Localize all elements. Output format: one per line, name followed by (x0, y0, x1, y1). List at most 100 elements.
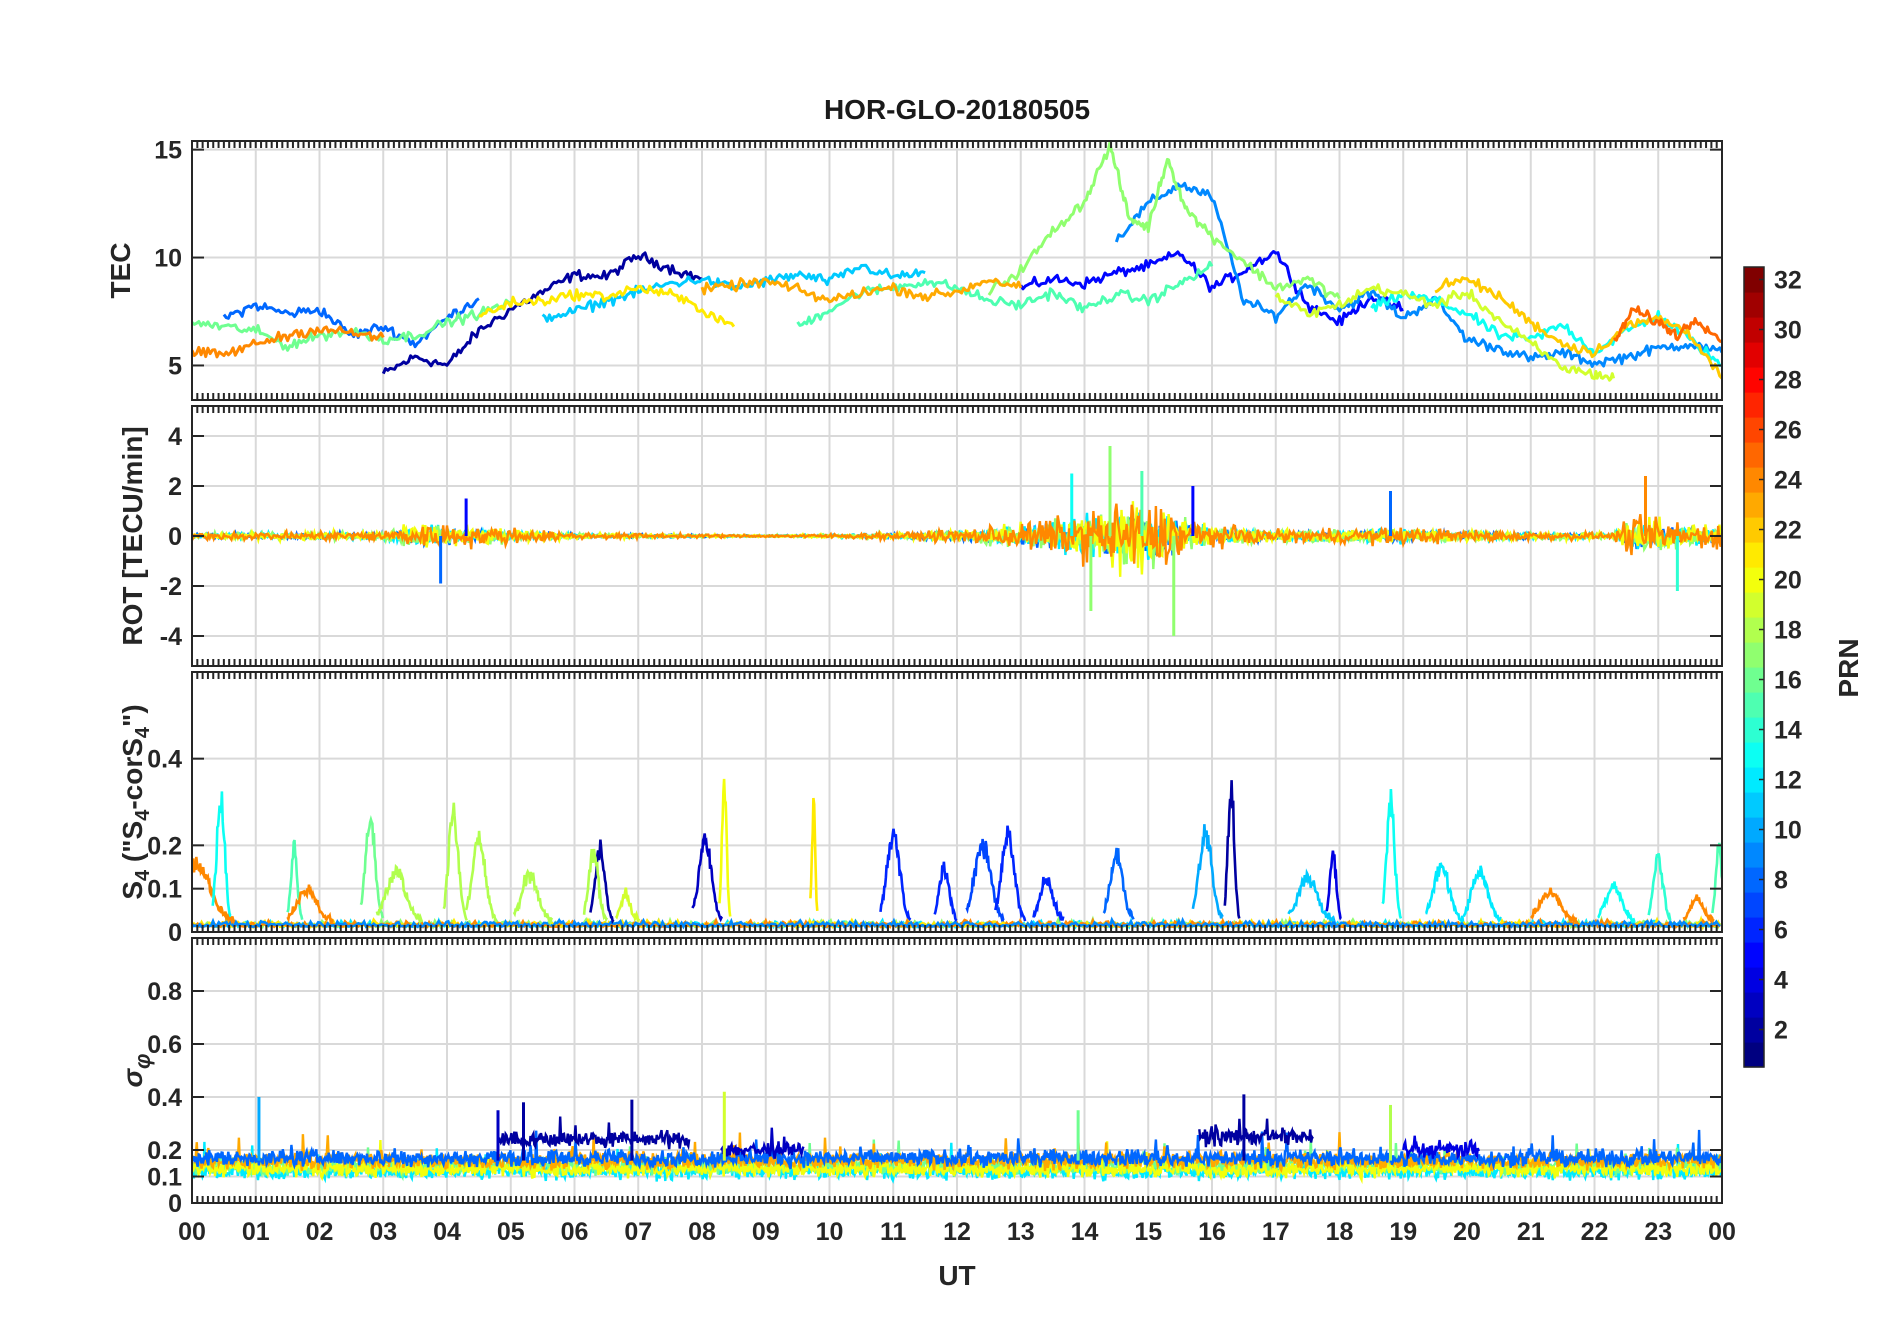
s4-peak-prn-15 (1711, 842, 1722, 914)
tec-trace-prn-15 (796, 260, 1214, 327)
s4-peak-prn-18 (375, 863, 424, 926)
colorbar-tick-label: 22 (1774, 517, 1802, 545)
s4-peak-prn-6 (879, 828, 912, 922)
colorbar-segment (1744, 642, 1764, 668)
y-tick-label: 0 (168, 523, 182, 551)
colorbar-segment (1744, 967, 1764, 993)
plot-area-sigma_phi (192, 1091, 1722, 1185)
x-tick-label: 10 (816, 1218, 844, 1246)
colorbar-segment (1744, 1042, 1764, 1068)
x-tick-label: 16 (1198, 1218, 1226, 1246)
colorbar-segment (1744, 1017, 1764, 1043)
x-tick-label: 04 (433, 1218, 461, 1246)
x-tick-label: 12 (943, 1218, 971, 1246)
x-tick-label: 01 (242, 1218, 270, 1246)
colorbar-segment (1744, 392, 1764, 418)
s4-peak-prn-12 (1425, 862, 1465, 923)
colorbar-segment (1744, 817, 1764, 843)
rot-trace-prn-24 (192, 503, 1722, 567)
colorbar-segment (1744, 892, 1764, 918)
s4-peak-prn-8 (1102, 847, 1135, 920)
colorbar-tick-label: 24 (1774, 467, 1802, 495)
s4-peak-prn-6 (933, 861, 958, 922)
tec-trace-prn-17 (987, 141, 1341, 300)
x-tick-label: 07 (624, 1218, 652, 1246)
colorbar-tick-label: 8 (1774, 867, 1788, 895)
panel-tec: 5 10 15 TEC (105, 137, 1723, 401)
x-tick-label: 11 (880, 1218, 907, 1246)
s4-peak-prn-4 (1325, 850, 1342, 920)
colorbar-tick-label: 2 (1774, 1017, 1788, 1045)
s4-peak-prn-3 (691, 833, 724, 923)
colorbar-segment (1744, 842, 1764, 868)
s4-peak-prn-24 (286, 884, 335, 924)
colorbar-segment (1744, 467, 1764, 493)
colorbar-segment (1744, 667, 1764, 693)
s4-peak-prn-24 (1530, 887, 1578, 927)
x-tick-label: 19 (1389, 1218, 1417, 1246)
s4-peak-prn-11 (1287, 868, 1335, 922)
y-tick-label: 5 (168, 352, 182, 380)
sigma-trace-prn-2 (1198, 1118, 1315, 1148)
x-tick-label: 02 (306, 1218, 334, 1246)
s4-peak-prn-21 (809, 797, 819, 912)
sigma-trace-prn-2 (496, 1116, 691, 1151)
colorbar-segment (1744, 592, 1764, 618)
y-tick-label: 0.2 (147, 1137, 182, 1165)
s4-peak-prn-24 (1682, 894, 1715, 924)
colorbar-tick-label: 32 (1774, 267, 1802, 295)
s4-peak-prn-6 (1032, 876, 1065, 922)
sigma-trace-prn-4 (1402, 1135, 1480, 1161)
s4-peak-prn-6 (994, 825, 1027, 922)
panel-s4: 0 0.1 0.2 0.4S4 ("S4-corS4") (117, 671, 1723, 947)
s4-peak-prn-18 (512, 868, 554, 926)
colorbar-segment (1744, 367, 1764, 393)
s4-peak-prn-13 (211, 791, 232, 918)
s4-peak-prn-14 (1647, 853, 1672, 922)
colorbar-segment (1744, 542, 1764, 568)
chart-title: HOR-GLO-20180505 (824, 94, 1090, 125)
s4-peak-prn-19 (614, 887, 641, 923)
sigma-trace-prn-3 (720, 1127, 805, 1159)
colorbar-segment (1744, 567, 1764, 593)
colorbar-tick-label: 30 (1774, 317, 1802, 345)
colorbar-segment (1744, 317, 1764, 343)
colorbar-tick-label: 10 (1774, 817, 1802, 845)
x-tick-label: 17 (1262, 1218, 1290, 1246)
plot-area-tec (192, 141, 1722, 382)
x-tick-label: 18 (1326, 1218, 1354, 1246)
x-tick-label: 14 (1071, 1218, 1099, 1246)
colorbar-segment (1744, 742, 1764, 768)
y-axis-title-sigma_phi: σφ (117, 1053, 155, 1087)
tec-trace-prn-2 (381, 251, 703, 375)
colorbar-frame (1743, 266, 1765, 1068)
x-tick-label: 15 (1134, 1218, 1162, 1246)
colorbar-segment (1744, 692, 1764, 718)
s4-peak-prn-2 (1223, 780, 1241, 919)
y-tick-label: 0.1 (147, 876, 182, 904)
y-tick-label: 0.8 (147, 978, 182, 1006)
y-tick-label: -2 (160, 573, 182, 601)
tec-trace-prn-9 (1114, 181, 1722, 368)
y-tick-label: 0 (168, 919, 182, 947)
s4-baseline-prn-9 (192, 915, 1721, 931)
colorbar-segment (1744, 442, 1764, 468)
x-tick-label: 03 (369, 1218, 397, 1246)
y-axis-title-rot: ROT [TECU/min] (117, 426, 148, 645)
plot-area-s4 (192, 778, 1722, 931)
x-tick-label: 13 (1007, 1218, 1035, 1246)
x-tick-label: 00 (178, 1218, 206, 1246)
colorbar-segment (1744, 492, 1764, 518)
x-tick-label: 08 (688, 1218, 716, 1246)
s4-peak-prn-18 (442, 802, 468, 921)
colorbar-tick-label: 16 (1774, 667, 1802, 695)
y-tick-label: 0.1 (147, 1164, 182, 1192)
y-tick-label: 10 (154, 245, 182, 273)
y-axis-title-s4: S4 ("S4-corS4") (117, 704, 154, 899)
colorbar-tick-label: 20 (1774, 567, 1802, 595)
s4-peak-prn-13 (1597, 881, 1636, 925)
x-tick-label: 23 (1644, 1218, 1672, 1246)
s4-peak-prn-24 (192, 856, 236, 925)
sigma-trace-prn-20 (192, 1140, 1722, 1185)
